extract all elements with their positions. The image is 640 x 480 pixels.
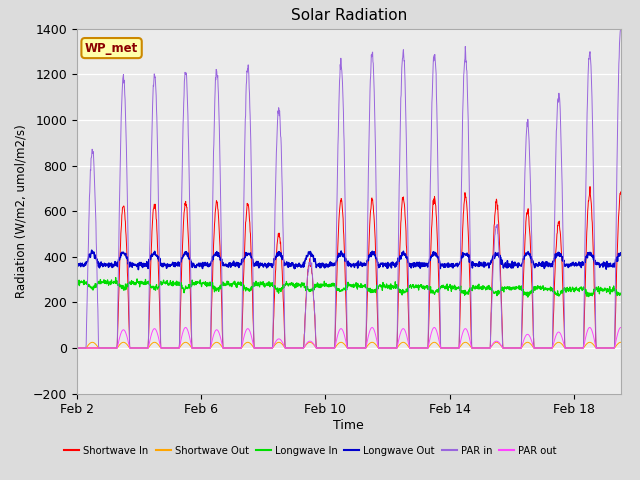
Longwave In [371,287,379,292]
Longwave Out [371,253,379,259]
PAR in [617,25,625,31]
PAR in [371,104,378,110]
Shortwave Out [88,339,96,345]
Longwave In [106,279,114,285]
Shortwave In [313,345,321,351]
Shortwave Out [73,345,81,351]
Longwave Out [73,263,81,268]
Longwave In [112,275,120,280]
PAR in [313,345,321,351]
Y-axis label: Radiation (W/m2, umol/m2/s): Radiation (W/m2, umol/m2/s) [14,124,27,298]
Longwave In [314,280,321,286]
PAR out [632,345,640,351]
Shortwave In [371,225,378,230]
PAR in [433,93,440,99]
PAR out [73,345,81,351]
PAR in [556,96,563,101]
Line: Shortwave Out: Shortwave Out [77,342,636,348]
PAR out [106,345,114,351]
Line: Longwave In: Longwave In [77,277,636,297]
Longwave In [433,288,440,294]
PAR out [371,328,378,334]
Shortwave Out [106,345,114,351]
Shortwave In [632,345,640,351]
PAR in [632,345,640,351]
Line: Longwave Out: Longwave Out [77,250,636,270]
PAR out [313,345,321,351]
Longwave Out [134,267,142,273]
Longwave In [524,294,532,300]
Shortwave In [556,218,563,224]
Line: Shortwave In: Shortwave In [77,187,636,348]
PAR in [322,345,330,351]
Text: WP_met: WP_met [85,42,138,55]
Title: Solar Radiation: Solar Radiation [291,9,407,24]
Longwave Out [632,263,640,269]
Shortwave In [73,345,81,351]
Shortwave Out [433,340,440,346]
PAR out [322,345,330,351]
Shortwave Out [371,341,379,347]
Longwave In [632,288,640,294]
X-axis label: Time: Time [333,419,364,432]
Shortwave In [106,345,114,351]
PAR out [617,324,625,330]
Longwave Out [323,261,330,267]
Shortwave Out [556,339,563,345]
Longwave Out [314,263,321,268]
Shortwave Out [632,345,640,351]
PAR in [106,345,114,351]
Line: PAR in: PAR in [77,28,636,348]
Longwave Out [433,253,441,259]
PAR out [556,329,563,335]
Shortwave Out [314,345,321,351]
Legend: Shortwave In, Shortwave Out, Longwave In, Longwave Out, PAR in, PAR out: Shortwave In, Shortwave Out, Longwave In… [60,442,561,460]
Line: PAR out: PAR out [77,327,636,348]
Shortwave Out [323,345,330,351]
PAR in [73,345,81,351]
Shortwave In [433,215,440,220]
Longwave In [556,292,564,298]
Shortwave In [586,184,594,190]
Longwave Out [106,263,114,268]
Longwave Out [88,247,95,253]
Longwave In [73,279,81,285]
Longwave In [323,281,330,287]
PAR out [433,327,440,333]
Shortwave In [322,345,330,351]
Longwave Out [556,253,564,259]
